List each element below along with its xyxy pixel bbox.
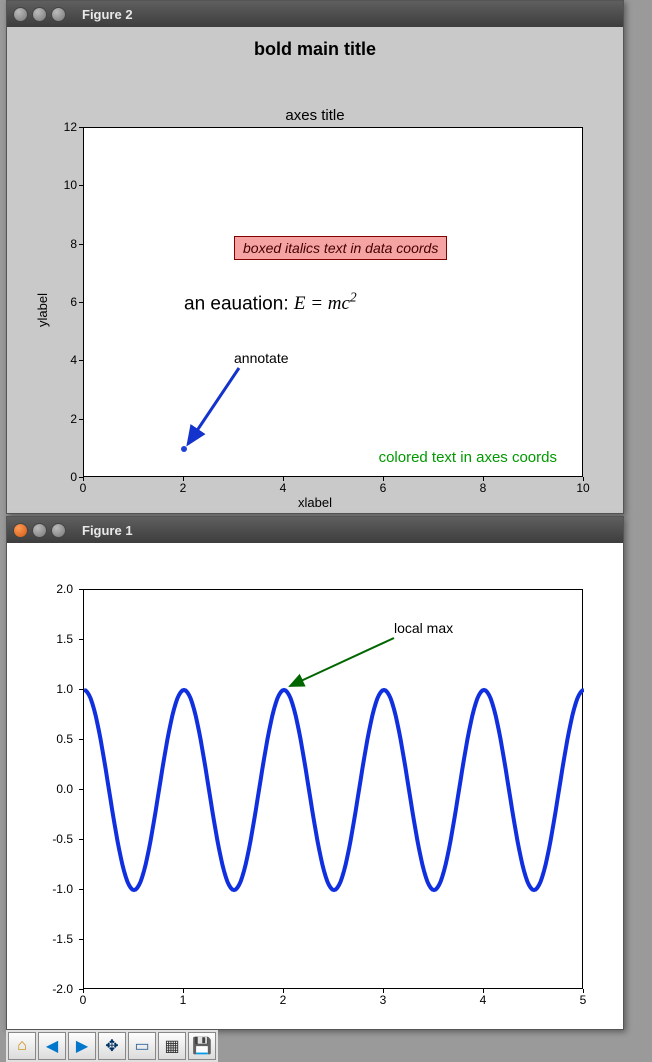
home-icon[interactable]: ⌂ (8, 1032, 36, 1060)
xtick: 2 (280, 993, 287, 1007)
figure2-suptitle: bold main title (254, 39, 376, 60)
ytick: 2 (37, 412, 77, 426)
xtick: 4 (280, 481, 287, 495)
figure2-title: Figure 2 (82, 7, 133, 22)
ytick: 2.0 (33, 582, 73, 596)
maximize-icon[interactable] (32, 7, 47, 22)
figure2-titlebar[interactable]: Figure 2 (7, 1, 623, 27)
figure2-axes: boxed italics text in data coords an eau… (83, 127, 583, 477)
xtick: 4 (480, 993, 487, 1007)
ytick: 0.5 (33, 732, 73, 746)
figure2-axes-title: axes title (285, 107, 344, 124)
ytick: 1.5 (33, 632, 73, 646)
close-icon[interactable] (51, 7, 66, 22)
maximize-icon[interactable] (51, 523, 66, 538)
back-icon[interactable]: ◀ (38, 1032, 66, 1060)
subplots-icon[interactable]: ▦ (158, 1032, 186, 1060)
ytick: 4 (37, 353, 77, 367)
xtick: 6 (380, 481, 387, 495)
close-icon[interactable] (13, 523, 28, 538)
ytick: -0.5 (33, 832, 73, 846)
figure1-title: Figure 1 (82, 523, 133, 538)
ytick: 6 (37, 295, 77, 309)
forward-icon[interactable]: ▶ (68, 1032, 96, 1060)
figure2-body: bold main title axes title boxed italics… (7, 27, 623, 513)
minimize-icon[interactable] (32, 523, 47, 538)
figure2-xlabel: xlabel (298, 495, 332, 510)
ytick: 1.0 (33, 682, 73, 696)
figure1-annotate-arrow (84, 590, 584, 990)
xtick: 2 (180, 481, 187, 495)
figure1-window: Figure 1 local max 0 1 2 3 4 5 -2.0 -1.5 -1.0 -0.… (6, 516, 624, 1030)
minimize-icon[interactable] (13, 7, 28, 22)
ytick: -2.0 (33, 982, 73, 996)
zoom-icon[interactable]: ▭ (128, 1032, 156, 1060)
ytick: -1.5 (33, 932, 73, 946)
figure2-annotate-arrow (84, 128, 584, 478)
ytick: 0 (37, 470, 77, 484)
xtick: 10 (576, 481, 589, 495)
ytick: 12 (37, 120, 77, 134)
xtick: 8 (480, 481, 487, 495)
xtick: 0 (80, 481, 87, 495)
xtick: 1 (180, 993, 187, 1007)
ytick: 8 (37, 237, 77, 251)
ytick: -1.0 (33, 882, 73, 896)
ytick: 0.0 (33, 782, 73, 796)
figure1-body: local max 0 1 2 3 4 5 -2.0 -1.5 -1.0 -0.5 0.0 0.5 1.… (7, 543, 623, 1029)
figure2-window: Figure 2 bold main title axes title boxe… (6, 0, 624, 514)
xtick: 0 (80, 993, 87, 1007)
xtick: 5 (580, 993, 587, 1007)
matplotlib-toolbar: ⌂◀▶✥▭▦💾 (6, 1030, 218, 1062)
xtick: 3 (380, 993, 387, 1007)
ytick: 10 (37, 178, 77, 192)
save-icon[interactable]: 💾 (188, 1032, 216, 1060)
pan-icon[interactable]: ✥ (98, 1032, 126, 1060)
figure1-axes: local max (83, 589, 583, 989)
figure1-titlebar[interactable]: Figure 1 (7, 517, 623, 543)
